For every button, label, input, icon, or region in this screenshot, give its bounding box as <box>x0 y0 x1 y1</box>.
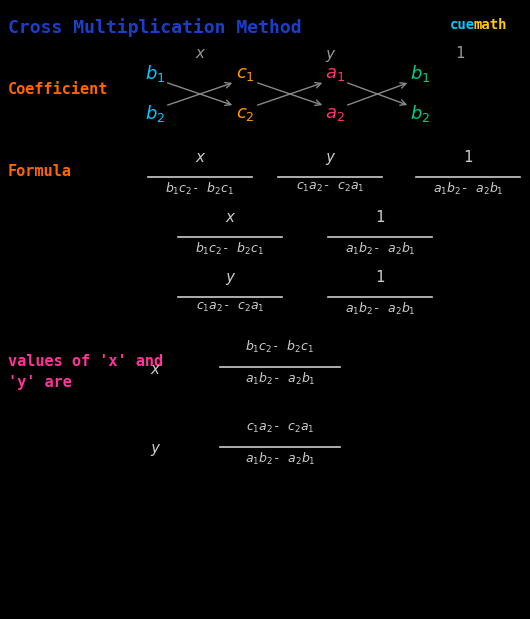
Text: $b_1c_2$- $b_2c_1$: $b_1c_2$- $b_2c_1$ <box>245 339 315 355</box>
Text: Cross Multiplication Method: Cross Multiplication Method <box>8 18 302 37</box>
Text: 1: 1 <box>375 270 385 285</box>
Text: values of 'x' and: values of 'x' and <box>8 353 163 368</box>
Text: $b_1c_2$- $b_2c_1$: $b_1c_2$- $b_2c_1$ <box>196 241 264 257</box>
Text: x: x <box>196 46 205 61</box>
Text: $b_1$: $b_1$ <box>410 64 430 85</box>
Text: 1: 1 <box>463 150 473 165</box>
Text: $c_1a_2$- $c_2a_1$: $c_1a_2$- $c_2a_1$ <box>246 422 314 435</box>
Text: y: y <box>151 441 160 456</box>
Text: 🚀: 🚀 <box>423 10 437 30</box>
Text: x: x <box>151 361 160 376</box>
Text: $a_2$: $a_2$ <box>325 105 345 123</box>
Text: $c_1$: $c_1$ <box>236 65 254 83</box>
Text: 1: 1 <box>375 210 385 225</box>
Text: x: x <box>225 210 235 225</box>
Text: $c_2$: $c_2$ <box>236 105 254 123</box>
Text: 'y' are: 'y' are <box>8 376 72 391</box>
Text: $a_1b_2$- $a_2b_1$: $a_1b_2$- $a_2b_1$ <box>245 451 315 467</box>
Text: $c_1a_2$- $c_2a_1$: $c_1a_2$- $c_2a_1$ <box>196 301 264 314</box>
Text: $a_1$: $a_1$ <box>325 65 345 83</box>
Text: y: y <box>225 270 235 285</box>
Text: $a_1b_2$- $a_2b_1$: $a_1b_2$- $a_2b_1$ <box>344 241 416 257</box>
Text: math: math <box>474 18 508 32</box>
Text: x: x <box>196 150 205 165</box>
Text: Coefficient: Coefficient <box>8 82 108 97</box>
Text: $a_1b_2$- $a_2b_1$: $a_1b_2$- $a_2b_1$ <box>344 301 416 317</box>
Text: $b_2$: $b_2$ <box>410 103 430 124</box>
Text: 1: 1 <box>455 46 465 61</box>
Text: $c_1a_2$- $c_2a_1$: $c_1a_2$- $c_2a_1$ <box>296 181 364 194</box>
Text: $a_1b_2$- $a_2b_1$: $a_1b_2$- $a_2b_1$ <box>245 371 315 387</box>
Text: $b_1$: $b_1$ <box>145 64 165 85</box>
Text: cue: cue <box>450 18 475 32</box>
Text: $b_1c_2$- $b_2c_1$: $b_1c_2$- $b_2c_1$ <box>165 181 235 197</box>
Text: y: y <box>325 46 334 61</box>
Text: y: y <box>325 150 334 165</box>
Text: Formula: Formula <box>8 163 72 178</box>
Text: $b_2$: $b_2$ <box>145 103 165 124</box>
Text: $a_1b_2$- $a_2b_1$: $a_1b_2$- $a_2b_1$ <box>432 181 504 197</box>
